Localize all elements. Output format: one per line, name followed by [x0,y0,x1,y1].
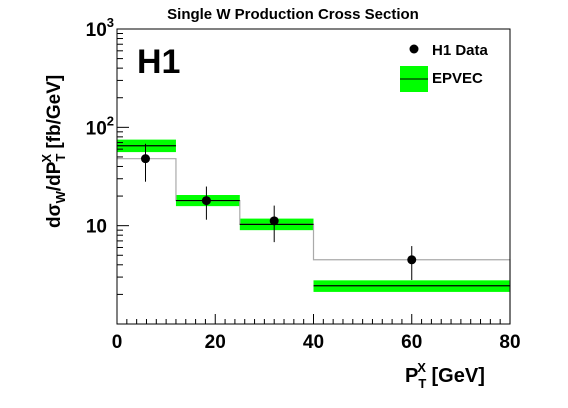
y-tick-label: 102 [86,113,114,139]
step-line [117,158,511,324]
x-label-sub: T [418,376,426,391]
legend-marker-data [409,44,419,54]
y-label-mid: /dP [44,161,65,191]
y-label-main: dσ [44,203,65,228]
chart-title: Single W Production Cross Section [167,6,419,23]
y-tick-label: 103 [86,15,114,41]
y-label-sup2: X [39,154,54,163]
legend-label-epvec: EPVEC [432,70,483,87]
data-point [140,154,150,164]
data-point [407,255,417,265]
x-tick-label: 0 [112,332,123,353]
data-point [269,216,279,226]
y-label-tail: [fb/GeV] [44,75,65,154]
h1-logo: H1 [137,43,180,81]
y-label-sub1: W [53,190,68,203]
x-tick-label: 80 [499,332,520,353]
y-axis-label: dσW/dPTX [fb/GeV] [39,75,68,228]
x-label-sup: X [417,360,426,375]
x-axis-label: PTX [GeV] [405,360,485,391]
y-label-sub2: T [53,154,68,162]
x-label-tail: [GeV] [426,365,485,387]
y-tick-label: 10 [86,217,107,238]
legend-label-data: H1 Data [432,42,489,59]
x-tick-label: 20 [205,332,226,353]
x-label-main: P [405,365,418,387]
x-tick-label: 40 [303,332,324,353]
svg-text:dσW/dPTX [fb/GeV]: dσW/dPTX [fb/GeV] [39,75,68,228]
plot-area: 0 20 40 60 80 10 102 103 [86,15,521,353]
x-tick-label: 60 [401,332,422,353]
legend: H1 Data EPVEC [400,42,489,92]
data-point [201,196,211,206]
